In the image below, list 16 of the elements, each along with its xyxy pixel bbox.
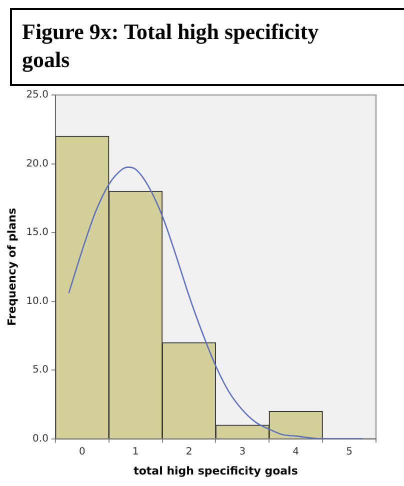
x-tick-label: 4	[292, 446, 300, 458]
chart-title: Figure 9x: Total high specificity goals	[10, 8, 404, 86]
y-tick-label: 10.0	[26, 296, 48, 307]
y-tick-label: 5.0	[32, 364, 48, 376]
y-tick-label: 0.0	[32, 433, 48, 444]
y-tick-label: 15.0	[26, 227, 48, 238]
line-series	[68, 166, 364, 439]
y-axis-title: Frequency of plans	[5, 208, 18, 326]
x-tick-label: 1	[132, 446, 139, 458]
x-tick-label: 3	[239, 446, 246, 458]
x-tick-label: 5	[346, 446, 352, 458]
y-tick-label: 20.0	[26, 158, 48, 170]
y-tick-label: 25.0	[26, 90, 48, 101]
x-tick-label: 2	[186, 446, 192, 458]
x-tick-label: 0	[78, 446, 86, 458]
x-axis-title: total high specificity goals	[134, 464, 298, 478]
